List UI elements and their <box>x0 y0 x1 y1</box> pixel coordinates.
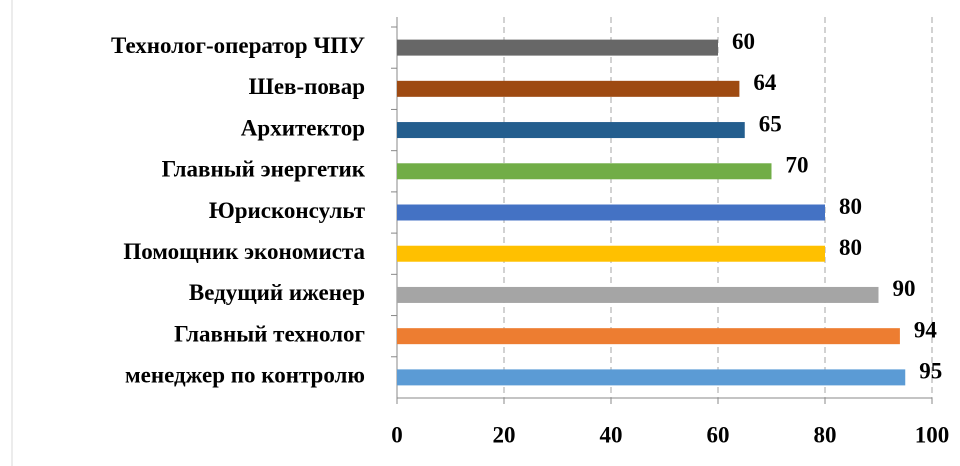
y-tick-label: Ведущий иженер <box>189 280 365 305</box>
y-tick-label: Помощник экономиста <box>123 239 365 264</box>
bar <box>397 163 772 180</box>
bar <box>397 122 745 139</box>
y-tick-label: Технолог-оператор ЧПУ <box>111 33 365 58</box>
bar <box>397 245 825 262</box>
bar <box>397 328 900 345</box>
y-tick-label: Шев-повар <box>249 74 365 99</box>
bar <box>397 39 718 56</box>
x-tick-label: 60 <box>707 422 730 447</box>
bar <box>397 204 825 221</box>
bar <box>397 286 879 303</box>
bar <box>397 80 740 97</box>
data-label: 64 <box>753 70 777 95</box>
y-tick-label: менеджер по контролю <box>125 363 365 388</box>
x-tick-label: 20 <box>493 422 516 447</box>
data-label: 95 <box>919 359 942 384</box>
y-tick-label: Архитектор <box>241 115 365 140</box>
x-tick-label: 100 <box>915 422 950 447</box>
data-label: 70 <box>786 153 809 178</box>
bar <box>397 369 906 386</box>
data-label: 80 <box>839 235 862 260</box>
y-tick-label: Главный энергетик <box>162 157 366 182</box>
x-tick-label: 80 <box>814 422 837 447</box>
data-label: 94 <box>914 317 938 342</box>
data-label: 90 <box>893 276 916 301</box>
x-tick-label: 0 <box>391 422 403 447</box>
data-label: 65 <box>759 111 782 136</box>
data-label: 60 <box>732 29 755 54</box>
y-tick-label: Главный технолог <box>174 321 365 346</box>
y-tick-label: Юрисконсульт <box>209 198 366 223</box>
data-label: 80 <box>839 194 862 219</box>
x-tick-label: 40 <box>600 422 623 447</box>
